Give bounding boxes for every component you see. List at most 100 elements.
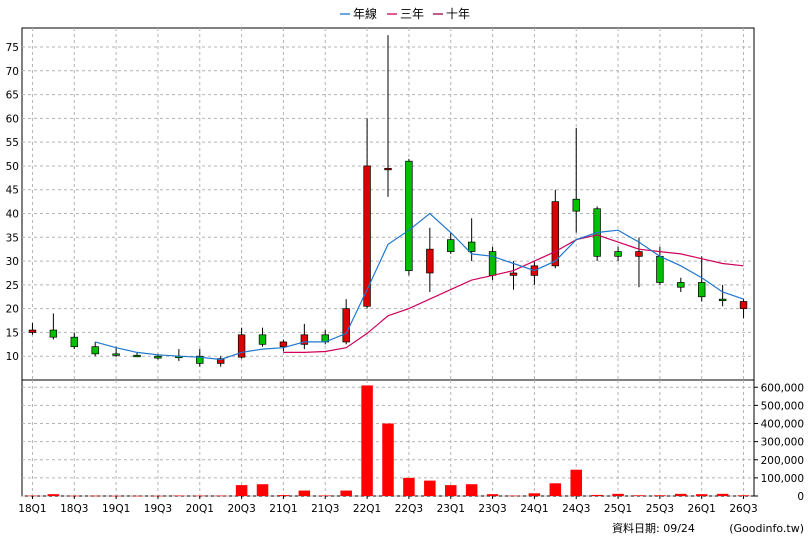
x-tick-label: 20Q3 (227, 503, 255, 515)
volume-bar (612, 493, 624, 496)
volume-bar (298, 490, 311, 496)
x-tick-label: 18Q1 (18, 503, 46, 515)
x-tick-label: 21Q1 (269, 503, 297, 515)
candle-body (677, 282, 685, 288)
volume-bar (486, 494, 499, 496)
volume-bar (214, 495, 227, 497)
candle-body (635, 251, 643, 257)
volume-bar (528, 493, 541, 496)
price-tick-label: 20 (6, 304, 19, 316)
x-tick-label: 18Q3 (60, 503, 88, 515)
volume-bar (591, 494, 603, 496)
price-tick-label: 55 (6, 137, 19, 149)
volume-tick-label: 100,000 (761, 473, 804, 485)
candle-body (509, 272, 518, 276)
volume-bar (256, 484, 269, 496)
candle-body (216, 358, 225, 364)
volume-bar (403, 477, 415, 496)
volume-bar (277, 495, 290, 496)
candle-body (405, 160, 413, 271)
x-tick-label: 19Q3 (144, 503, 172, 515)
candle-body (112, 353, 120, 356)
volume-tick-label: 300,000 (761, 437, 804, 449)
volume-bar (570, 469, 582, 496)
volume-bar (26, 495, 39, 497)
x-tick-label: 24Q1 (520, 503, 548, 515)
volume-bar (235, 485, 248, 496)
x-axis: 18Q1 18Q3 19Q1 19Q3 20Q1 20Q3 21Q1 21Q3 22Q1 22Q3… (18, 496, 758, 515)
candle-body (572, 198, 580, 212)
volume-tick-label: 600,000 (761, 382, 804, 394)
candle-body (698, 282, 706, 298)
candle-body (342, 308, 350, 343)
ma-year-line (95, 212, 744, 361)
price-tick-label: 30 (6, 256, 19, 268)
ma-three-line (283, 234, 744, 353)
candle-body (28, 329, 37, 333)
x-tick-label: 19Q1 (102, 503, 130, 515)
x-tick-label: 25Q1 (604, 503, 632, 515)
price-panel: 10 15 20 25 30 35 40 45 50 55 60 65 70 75 (6, 27, 755, 496)
candle-body (718, 298, 727, 301)
volume-bar (675, 493, 687, 496)
candle-body (656, 255, 664, 283)
volume-tick-label: 0 (797, 491, 804, 503)
candle-body (237, 334, 246, 358)
price-tick-label: 35 (6, 232, 19, 244)
candle-body (614, 251, 622, 257)
candle-body (488, 251, 497, 276)
price-tick-label: 75 (6, 42, 19, 54)
price-tick-label: 65 (6, 90, 19, 102)
candle-body (551, 201, 560, 267)
footer-date-label: 資料日期: 09/24 (612, 521, 695, 535)
volume-tick-label: 400,000 (761, 419, 804, 431)
legend-label: 年線 (353, 6, 377, 21)
price-tick-label: 15 (6, 327, 19, 339)
candle-body (739, 301, 748, 309)
volume-bar (633, 495, 645, 496)
volume-bar (319, 495, 332, 496)
volume-bar (507, 495, 520, 497)
price-tick-label: 45 (6, 185, 19, 197)
price-tick-label: 25 (6, 280, 19, 292)
volume-bar (549, 483, 562, 496)
volume-bar (695, 494, 708, 496)
volume-bar (382, 423, 394, 496)
legend-label: 三年 (400, 7, 424, 21)
candle-body (133, 354, 141, 358)
candle-body (384, 167, 392, 171)
x-tick-label: 26Q3 (729, 503, 757, 515)
volume-bar (737, 495, 750, 496)
volume-bar (424, 480, 436, 496)
price-tick-label: 60 (6, 113, 19, 125)
candle-body (426, 248, 434, 274)
volume-bar (444, 485, 457, 496)
volume-bar (194, 495, 206, 497)
price-tick-label: 10 (6, 351, 19, 363)
x-tick-label: 21Q3 (311, 503, 339, 515)
candle-body (467, 241, 476, 252)
x-tick-label: 23Q1 (437, 503, 465, 515)
price-tick-label: 70 (6, 66, 19, 78)
candle-body (363, 165, 371, 307)
x-tick-label: 26Q1 (688, 503, 716, 515)
x-tick-label: 22Q3 (395, 503, 423, 515)
volume-bar (716, 493, 729, 496)
volume-bar (47, 494, 60, 496)
volume-bar (131, 495, 143, 497)
volume-tick-label: 200,000 (761, 455, 804, 467)
price-tick-label: 50 (6, 161, 19, 173)
price-tick-label: 40 (6, 209, 19, 221)
x-tick-label: 25Q3 (646, 503, 674, 515)
volume-bar (89, 495, 101, 497)
footer-source-label: (Goodinfo.tw) (729, 522, 804, 535)
candle-body (196, 355, 204, 364)
volume-bar (340, 490, 352, 496)
candle-body (258, 334, 267, 345)
candle-body (279, 341, 288, 348)
candle-body (91, 346, 99, 355)
volume-panel: 0 100,000 200,000 300,000 400,000 500,000 600,… (21, 379, 804, 503)
volume-bar (68, 495, 81, 497)
